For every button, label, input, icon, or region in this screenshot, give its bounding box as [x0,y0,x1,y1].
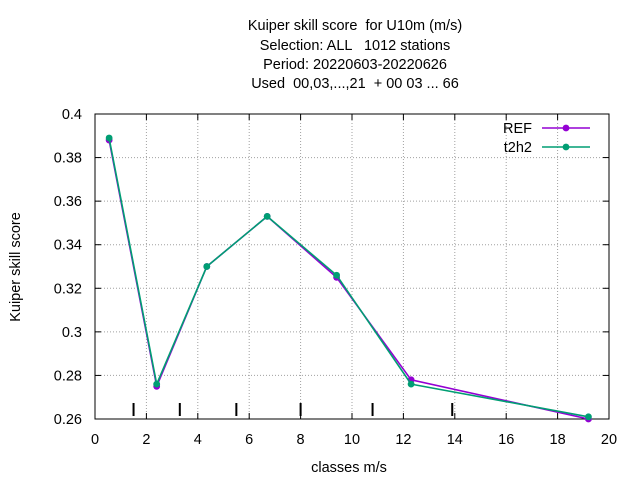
series-point-t2h2 [153,380,161,388]
series-point-t2h2 [407,380,415,388]
series-line-t2h2 [108,137,589,418]
series-point-t2h2 [585,413,592,421]
y-axis-label: Kuiper skill score [8,212,24,322]
x-tick-label: 2 [142,432,150,448]
y-tick-label: 0.4 [62,107,82,123]
series-point-t2h2 [263,212,271,220]
axes: 0 2 4 6 8 10 12 14 16 18 20 0.26 0.28 0.3 0.32 0.34 0.36… [54,107,617,448]
class-boundary-marks [132,403,454,416]
grid [95,114,609,419]
legend-label-ref: REF [503,121,532,137]
legend: REF t2h2 [503,121,590,156]
chart-title-line-4: Used 00,03,...,21 + 00 03 ... 66 [251,76,459,92]
x-tick-label: 6 [245,432,253,448]
y-tick-label: 0.36 [54,194,82,210]
x-tick-label: 16 [498,432,514,448]
x-tick-label: 12 [395,432,411,448]
x-tick-label: 18 [550,432,566,448]
y-tick-label: 0.26 [54,412,82,428]
series-point-t2h2 [333,271,340,279]
legend-label-t2h2: t2h2 [504,140,532,156]
series-point-t2h2 [105,134,113,142]
y-tick-label: 0.34 [54,238,82,254]
y-tick-label: 0.32 [54,281,82,297]
series-point-t2h2 [203,263,211,270]
legend-swatch-marker-ref [562,124,570,132]
y-tick-label: 0.38 [54,151,82,167]
chart-title-line-3: Period: 20220603-20220626 [263,57,447,73]
x-tick-label: 14 [447,432,463,448]
legend-swatch-marker-t2h2 [562,143,570,151]
x-tick-label: 10 [344,432,360,448]
series-lines [105,134,592,423]
chart-title-line-1: Kuiper skill score for U10m (m/s) [247,18,463,34]
y-tick-label: 0.3 [62,325,82,341]
x-tick-label: 4 [194,432,202,448]
series-line-ref [108,139,589,420]
x-axis-label: classes m/s [311,460,387,476]
x-tick-label: 8 [297,432,305,448]
x-tick-label: 0 [91,432,99,448]
y-tick-label: 0.28 [54,368,82,384]
x-tick-label: 20 [601,432,617,448]
chart-title-line-2: Selection: ALL 1012 stations [259,38,451,54]
